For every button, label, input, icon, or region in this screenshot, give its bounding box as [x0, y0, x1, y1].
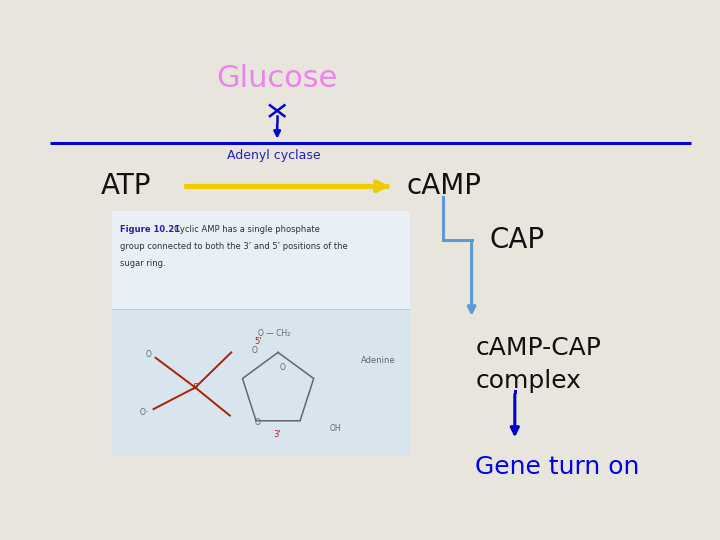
Text: O — CH₂: O — CH₂	[258, 329, 291, 338]
Text: cAMP: cAMP	[407, 172, 482, 200]
Text: O: O	[145, 349, 151, 359]
Text: O: O	[279, 363, 285, 372]
Text: O: O	[252, 346, 258, 355]
Text: Glucose: Glucose	[217, 64, 338, 93]
Text: Adenyl cyclase: Adenyl cyclase	[227, 149, 320, 162]
Text: ATP: ATP	[101, 172, 151, 200]
Text: Adenine: Adenine	[361, 356, 395, 365]
Text: group connected to both the 3’ and 5’ positions of the: group connected to both the 3’ and 5’ po…	[120, 242, 348, 251]
Text: complex: complex	[475, 369, 581, 393]
Text: sugar ring.: sugar ring.	[120, 259, 166, 268]
Text: O: O	[255, 418, 261, 427]
FancyBboxPatch shape	[112, 309, 410, 456]
Text: cAMP-CAP: cAMP-CAP	[475, 336, 601, 360]
Text: P: P	[192, 383, 198, 392]
FancyBboxPatch shape	[112, 211, 410, 309]
Text: OH: OH	[330, 423, 341, 433]
Text: O⁻: O⁻	[140, 408, 150, 417]
Text: 5': 5'	[254, 337, 261, 346]
Text: Cyclic AMP has a single phosphate: Cyclic AMP has a single phosphate	[174, 225, 320, 233]
Text: Figure 10.21: Figure 10.21	[120, 225, 181, 233]
Text: CAP: CAP	[490, 226, 545, 254]
Text: Gene turn on: Gene turn on	[475, 455, 639, 479]
Text: 3': 3'	[273, 430, 280, 439]
